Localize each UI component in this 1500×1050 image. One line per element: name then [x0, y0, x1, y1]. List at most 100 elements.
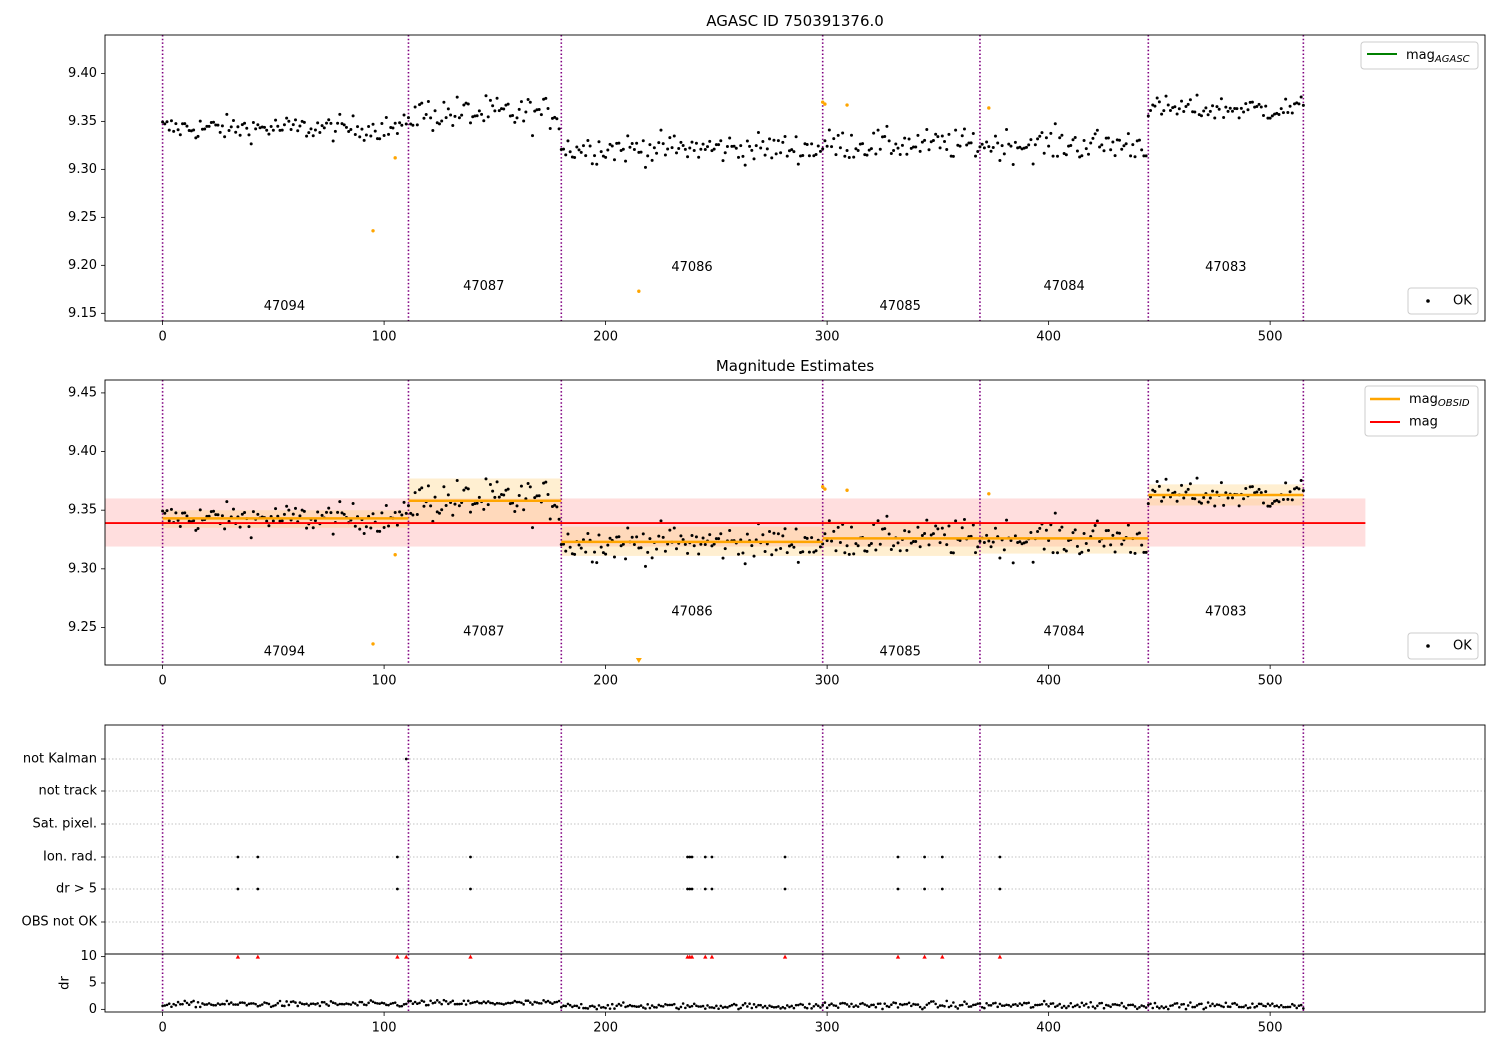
ok-point: [920, 140, 924, 144]
ok-point: [1188, 482, 1192, 486]
dr-point: [941, 1004, 944, 1007]
ok-point: [566, 139, 570, 143]
ok-point: [380, 122, 384, 126]
ok-point: [433, 109, 437, 113]
dr-over-limit-marker: [235, 954, 241, 959]
dr-point: [433, 1001, 437, 1004]
dr-point: [912, 1002, 915, 1006]
ok-point: [1160, 112, 1164, 116]
dr-point: [531, 1003, 534, 1006]
ok-point: [659, 519, 663, 523]
ok-point: [254, 127, 258, 131]
ok-point: [327, 118, 331, 122]
ok-point: [1268, 116, 1272, 120]
dr-point: [1115, 1003, 1119, 1007]
ok-point: [1164, 94, 1168, 98]
dr-point: [1065, 1006, 1068, 1010]
ok-point: [207, 514, 211, 518]
ok-point: [1277, 113, 1281, 117]
flag-point: [690, 855, 694, 859]
ok-point: [442, 485, 446, 489]
ok-point: [1024, 145, 1028, 149]
ok-point: [985, 140, 989, 144]
ok-point: [878, 147, 882, 151]
ok-point: [562, 542, 566, 546]
ok-point: [612, 158, 616, 162]
ok-point: [978, 539, 982, 543]
dr-point: [761, 1006, 765, 1009]
ok-point: [825, 539, 829, 543]
ok-point: [511, 501, 515, 505]
ok-point: [291, 123, 295, 127]
dr-point: [586, 1007, 590, 1010]
dr-point: [883, 1002, 887, 1005]
ok-point: [329, 511, 333, 515]
ok-point: [216, 123, 220, 127]
ok-point: [207, 124, 211, 128]
ok-point: [1281, 498, 1285, 502]
ok-point: [737, 155, 741, 159]
ok-point: [305, 526, 309, 530]
ok-point: [1146, 502, 1150, 506]
ok-point: [338, 112, 342, 116]
legend-label-ok: OK: [1453, 639, 1472, 654]
ok-point: [650, 158, 654, 162]
ok-point: [1084, 541, 1088, 545]
dr-point: [785, 1004, 789, 1007]
ok-point: [539, 113, 543, 117]
ok-point: [535, 494, 539, 498]
p1-obsid-label: 47085: [880, 645, 921, 660]
ok-point: [375, 529, 379, 533]
ok-point: [1146, 114, 1150, 118]
ok-point: [331, 139, 335, 143]
dr-point: [1144, 1006, 1148, 1009]
dr-point: [1131, 1003, 1135, 1007]
ok-point: [457, 504, 461, 508]
ok-point: [573, 552, 577, 556]
ok-point: [418, 488, 422, 492]
ok-point: [785, 551, 789, 555]
dr-point: [502, 1003, 506, 1006]
ok-point: [325, 121, 329, 125]
ok-point: [987, 539, 991, 543]
dr-point: [1284, 1005, 1287, 1009]
dr-point: [540, 1002, 543, 1005]
ok-point: [1180, 483, 1184, 487]
dr-point: [373, 1001, 377, 1005]
ok-point: [836, 133, 840, 137]
ok-point: [216, 513, 220, 517]
ok-point: [920, 533, 924, 537]
dr-point: [404, 1002, 408, 1006]
dr-point: [739, 1006, 743, 1010]
ok-point: [867, 148, 871, 152]
ok-point: [697, 155, 701, 159]
ok-point: [1002, 548, 1006, 552]
ok-point: [240, 123, 244, 127]
dr-point: [602, 1005, 605, 1009]
ok-point: [1208, 109, 1212, 113]
ok-point: [1005, 518, 1009, 522]
flag-label: not track: [38, 784, 97, 799]
ok-point: [807, 550, 811, 554]
dr-point: [737, 1007, 740, 1011]
ok-point: [280, 519, 284, 523]
dr-point: [972, 1003, 975, 1007]
ok-point: [745, 532, 749, 536]
dr-point: [480, 1001, 483, 1005]
ok-point: [566, 532, 570, 536]
ok-point: [528, 100, 532, 104]
ok-point: [692, 544, 696, 548]
ok-point: [1244, 486, 1248, 490]
dr-point: [666, 1003, 669, 1007]
ok-point: [597, 140, 601, 144]
ok-point: [1250, 485, 1254, 489]
ok-point: [668, 528, 672, 532]
ok-point: [172, 129, 176, 133]
ok-point: [1230, 109, 1234, 113]
ok-point: [526, 482, 530, 486]
dr-point: [859, 1002, 862, 1006]
flag-point: [896, 855, 900, 859]
ok-point: [641, 532, 645, 536]
ok-point: [1144, 154, 1148, 158]
ok-point: [1062, 151, 1066, 155]
